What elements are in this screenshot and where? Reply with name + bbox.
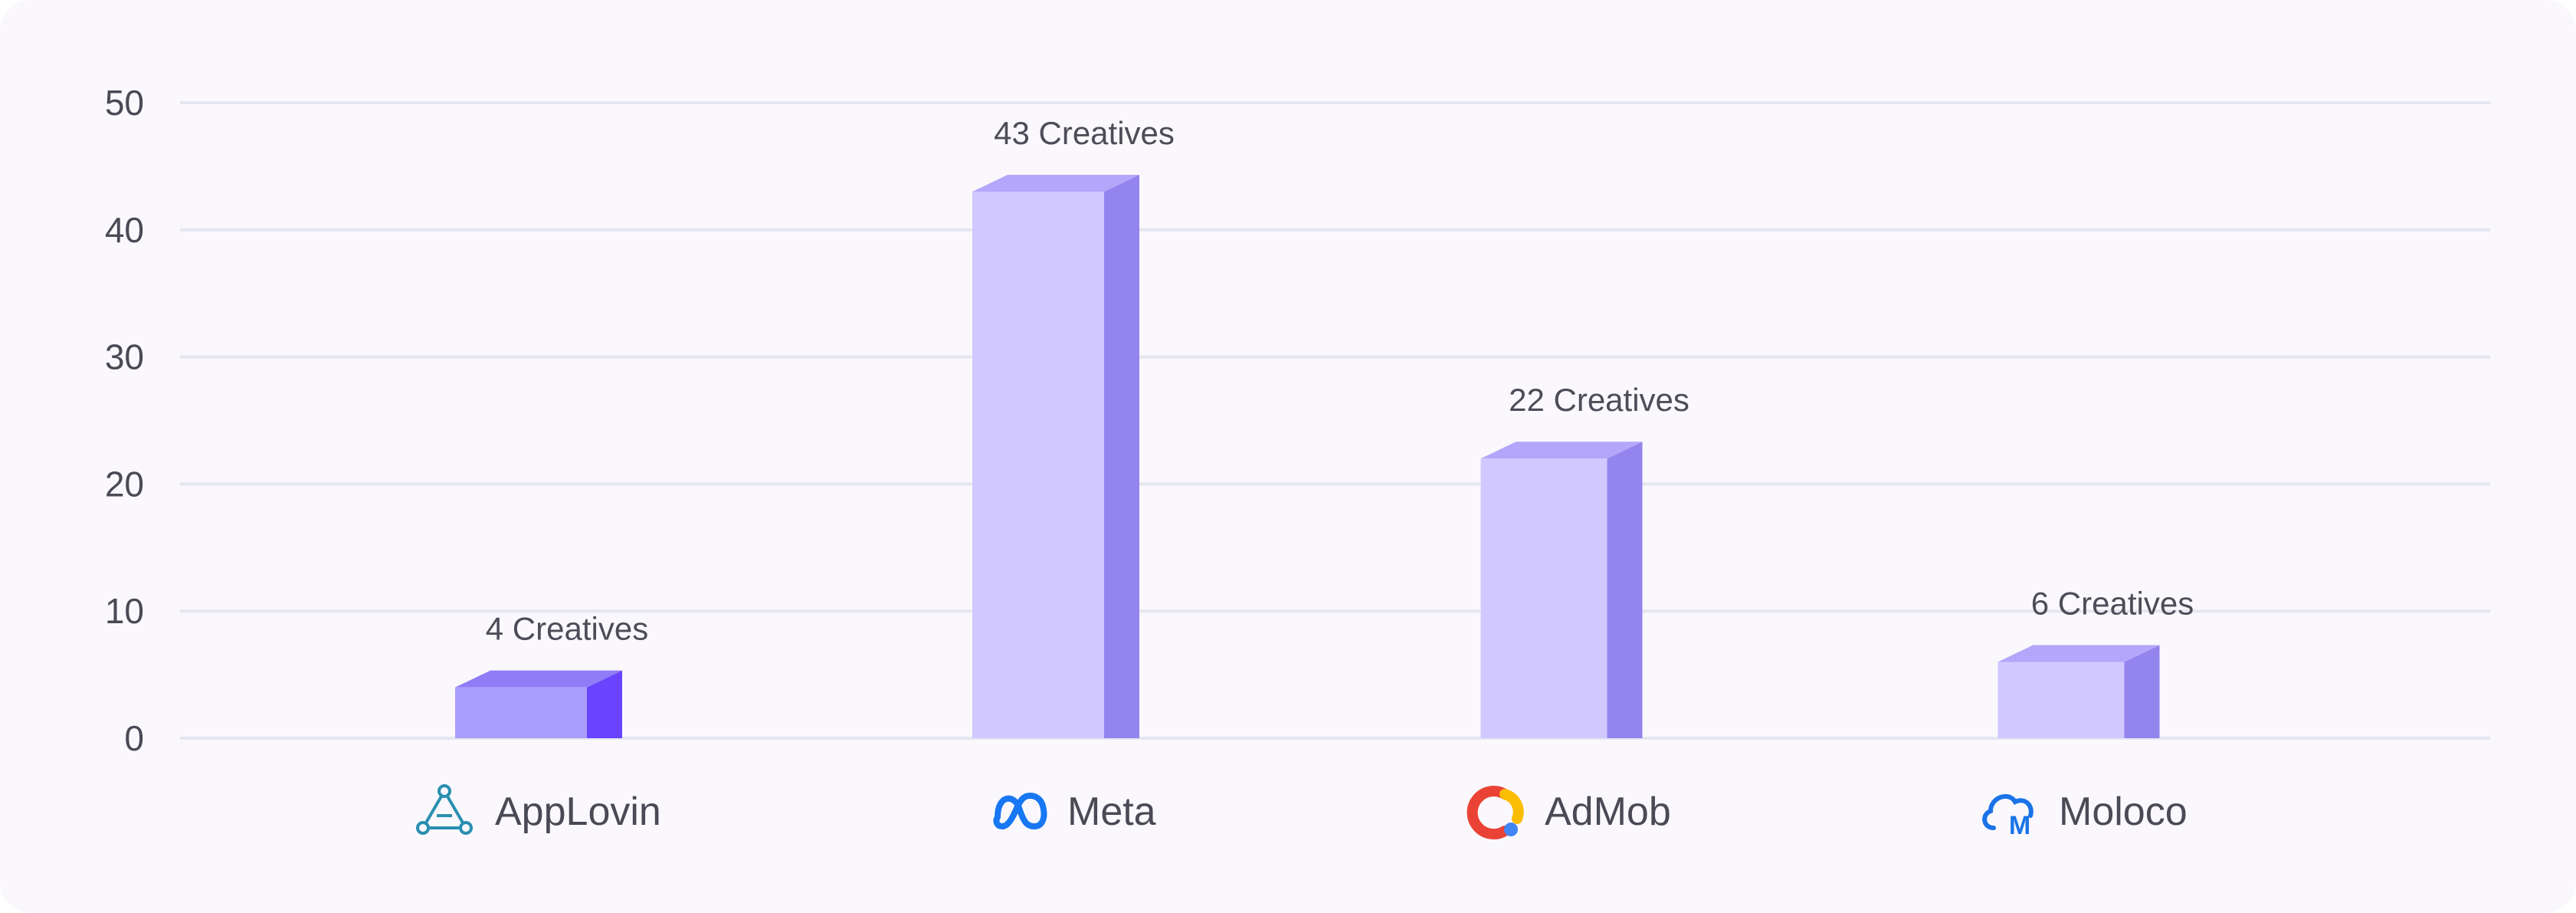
applovin-icon bbox=[416, 784, 473, 835]
y-axis-ticks: 0 10 20 30 40 50 bbox=[105, 83, 144, 758]
data-labels: 4 Creatives 43 Creatives 22 Creatives 6 Cre… bbox=[486, 115, 2194, 647]
bar-top-face bbox=[972, 175, 1139, 192]
bars bbox=[455, 175, 2160, 738]
bar-front-face bbox=[455, 687, 587, 738]
data-label: 6 Creatives bbox=[2031, 586, 2194, 622]
meta-infinity bbox=[993, 793, 1047, 829]
y-tick-label: 50 bbox=[105, 83, 144, 123]
bar-admob bbox=[1480, 442, 1643, 738]
data-label: 22 Creatives bbox=[1509, 382, 1689, 418]
bar-side-face bbox=[587, 670, 622, 738]
bar-applovin bbox=[455, 670, 622, 738]
admob-arc-yellow bbox=[1499, 789, 1524, 824]
x-category-label: Moloco bbox=[2059, 790, 2188, 834]
applovin-node bbox=[416, 821, 430, 835]
admob-dot bbox=[1504, 823, 1518, 836]
admob-arc-red bbox=[1467, 786, 1510, 839]
x-category-meta: Meta bbox=[993, 790, 1156, 834]
x-category-label: AppLovin bbox=[495, 790, 661, 834]
y-tick-label: 30 bbox=[105, 337, 144, 377]
bar-front-face bbox=[972, 192, 1104, 738]
applovin-node bbox=[459, 821, 473, 835]
y-tick-label: 20 bbox=[105, 464, 144, 504]
x-axis-categories: AppLovin Meta AdMob M Moloco bbox=[416, 784, 2188, 840]
bar-meta bbox=[972, 175, 1139, 738]
bar-moloco bbox=[1998, 645, 2160, 738]
bar-top-face bbox=[455, 670, 622, 688]
y-tick-label: 0 bbox=[124, 718, 144, 758]
x-category-label: Meta bbox=[1067, 790, 1156, 834]
bar-top-face bbox=[1480, 442, 1643, 459]
bar-side-face bbox=[2124, 645, 2160, 738]
bar-front-face bbox=[1998, 662, 2125, 738]
bar-side-face bbox=[1607, 442, 1643, 738]
moloco-cloud bbox=[1982, 793, 2034, 830]
bar-front-face bbox=[1480, 458, 1608, 738]
bar-top-face bbox=[1998, 645, 2160, 662]
y-tick-label: 40 bbox=[105, 210, 144, 250]
data-label: 43 Creatives bbox=[994, 115, 1175, 151]
meta-icon bbox=[993, 793, 1047, 829]
moloco-icon: M bbox=[1982, 793, 2034, 840]
admob-icon bbox=[1467, 786, 1524, 839]
x-category-admob: AdMob bbox=[1467, 786, 1671, 839]
x-category-moloco: M Moloco bbox=[1982, 790, 2188, 840]
applovin-node bbox=[438, 784, 451, 798]
x-category-applovin: AppLovin bbox=[416, 784, 661, 835]
x-category-label: AdMob bbox=[1545, 790, 1671, 834]
data-label: 4 Creatives bbox=[486, 611, 648, 647]
applovin-triangle bbox=[421, 790, 467, 829]
y-tick-label: 10 bbox=[105, 591, 144, 631]
moloco-m: M bbox=[2009, 811, 2030, 840]
bar-side-face bbox=[1104, 175, 1139, 738]
